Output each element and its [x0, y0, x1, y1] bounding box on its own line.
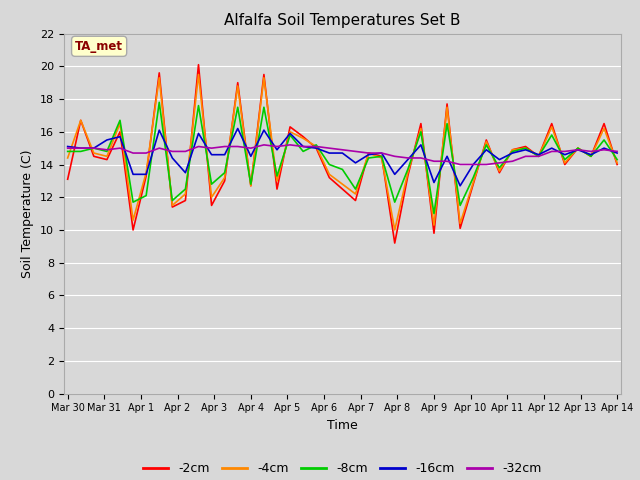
X-axis label: Time: Time	[327, 419, 358, 432]
Legend: -2cm, -4cm, -8cm, -16cm, -32cm: -2cm, -4cm, -8cm, -16cm, -32cm	[138, 457, 547, 480]
Title: Alfalfa Soil Temperatures Set B: Alfalfa Soil Temperatures Set B	[224, 13, 461, 28]
Y-axis label: Soil Temperature (C): Soil Temperature (C)	[22, 149, 35, 278]
Text: TA_met: TA_met	[75, 40, 123, 53]
